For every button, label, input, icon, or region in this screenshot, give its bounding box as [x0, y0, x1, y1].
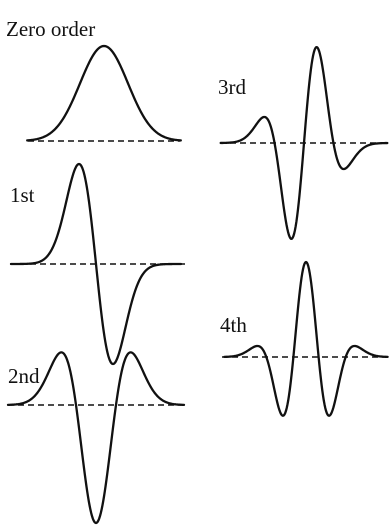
label-second: 2nd: [8, 364, 40, 388]
panel-third: 3rd: [218, 46, 389, 240]
curve-third: [219, 46, 389, 240]
curve-fourth: [223, 260, 389, 417]
curve-zero-order: [26, 44, 182, 142]
curve-first: [9, 162, 183, 366]
panel-first: 1st: [9, 162, 185, 366]
panel-second: 2nd: [6, 351, 186, 525]
label-zero-order: Zero order: [6, 17, 95, 41]
panel-fourth: 4th: [220, 260, 389, 417]
label-fourth: 4th: [220, 313, 247, 337]
label-third: 3rd: [218, 75, 246, 99]
curve-second: [6, 351, 186, 525]
label-first: 1st: [10, 183, 35, 207]
panel-zero-order: Zero order: [6, 17, 182, 142]
